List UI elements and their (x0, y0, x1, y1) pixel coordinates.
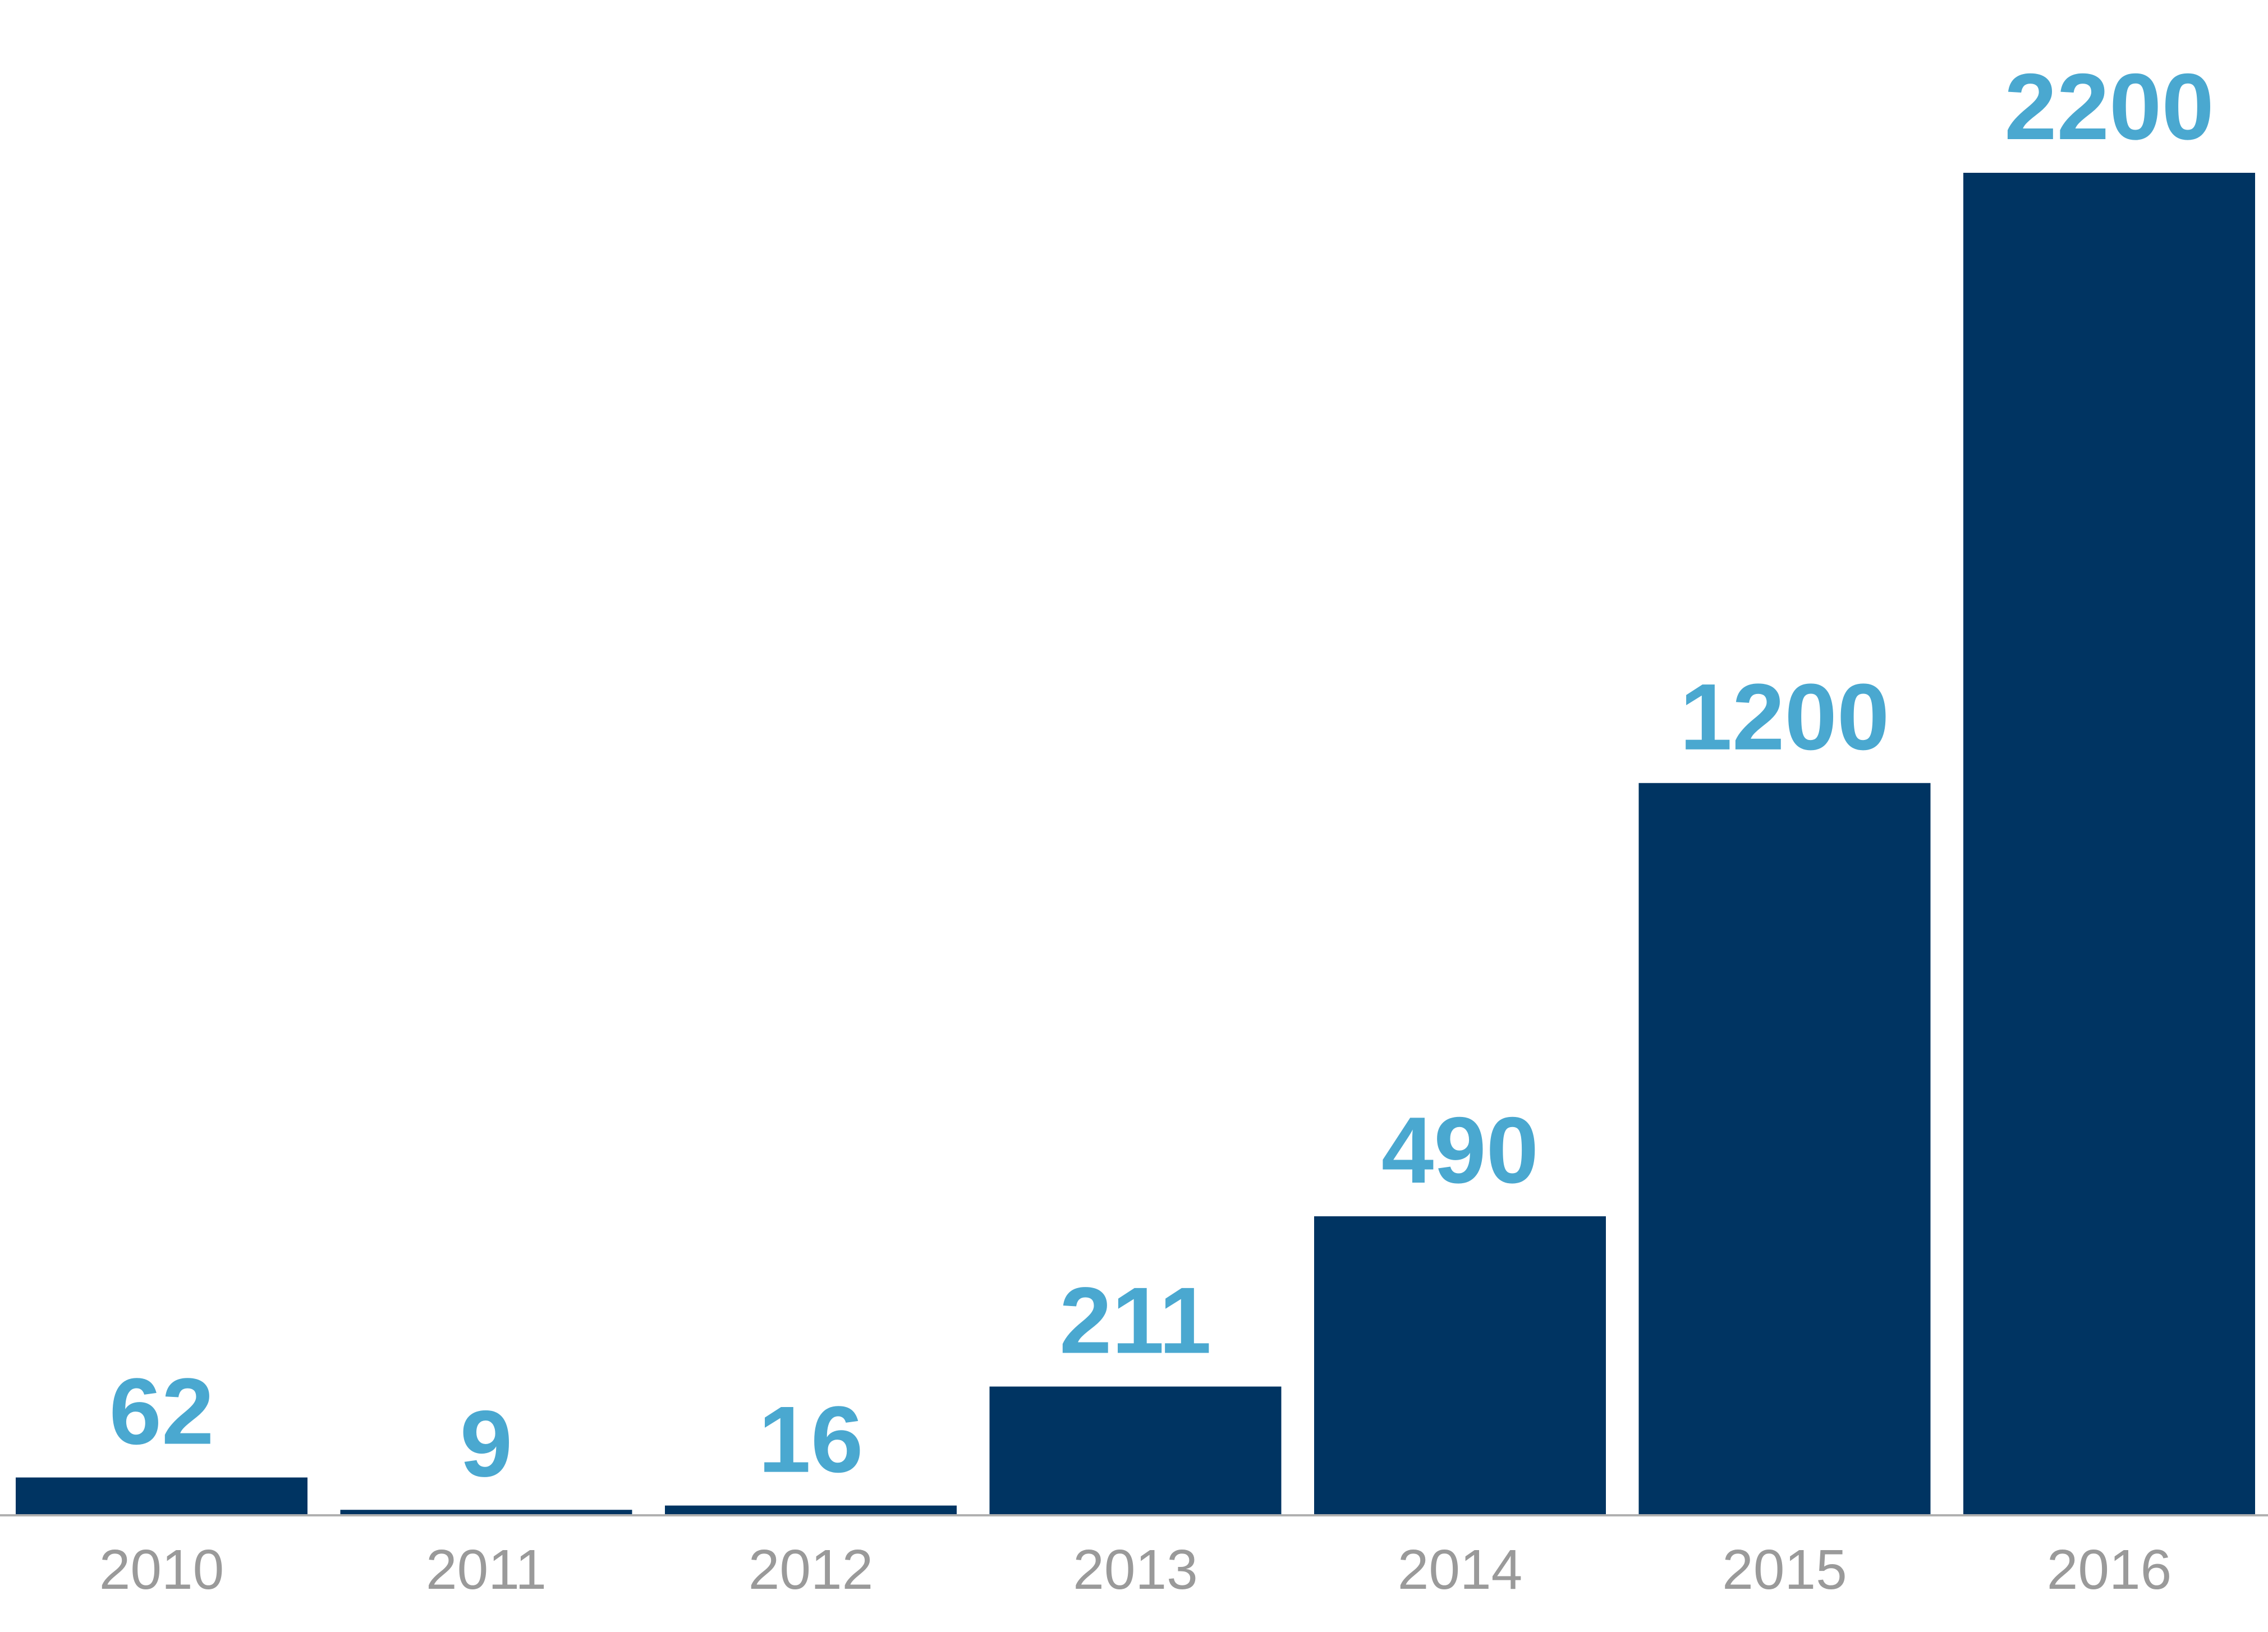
data-label-2012: 16 (759, 1387, 864, 1492)
x-tick-label-2010: 2010 (99, 1538, 224, 1601)
x-tick-label-2013: 2013 (1073, 1538, 1197, 1601)
value-labels-group: 62 9 16 211 490 1200 2200 (109, 54, 2214, 1496)
data-label-2013: 211 (1059, 1267, 1211, 1373)
x-tick-label-2011: 2011 (426, 1538, 547, 1601)
bar-2013 (989, 1386, 1282, 1515)
bar-2011 (340, 1510, 632, 1515)
x-tick-label-2012: 2012 (749, 1538, 873, 1601)
bar-2012 (665, 1505, 957, 1515)
x-tick-label-2016: 2016 (2047, 1538, 2171, 1601)
bar-2015 (1638, 783, 1931, 1515)
x-tick-label-2015: 2015 (1722, 1538, 1847, 1601)
data-label-2011: 9 (460, 1391, 512, 1496)
bars-group (16, 173, 2255, 1515)
bar-2010 (16, 1477, 307, 1515)
x-tick-label-2014: 2014 (1398, 1538, 1522, 1601)
bar-2016 (1963, 173, 2255, 1515)
data-label-2010: 62 (109, 1359, 214, 1464)
data-label-2016: 2200 (2004, 54, 2214, 159)
data-label-2015: 1200 (1680, 664, 1890, 770)
bar-2014 (1314, 1216, 1606, 1515)
x-tick-labels-group: 2010 2011 2012 2013 2014 2015 2016 (99, 1538, 2171, 1601)
data-label-2014: 490 (1381, 1097, 1539, 1203)
